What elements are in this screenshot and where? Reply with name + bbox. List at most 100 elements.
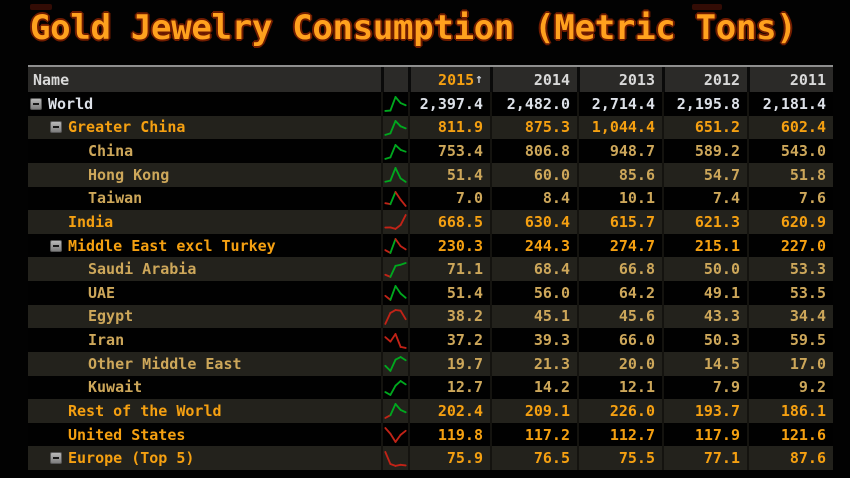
value-2014: 806.8 [490, 139, 577, 163]
row-label: World [48, 94, 94, 113]
value-2014: 244.3 [490, 233, 577, 258]
value-2013: 20.0 [577, 351, 662, 376]
value-2012: 50.3 [662, 328, 747, 352]
collapse-icon[interactable] [50, 239, 62, 252]
value-2012: 43.3 [662, 304, 747, 329]
trend-sparkline [381, 328, 408, 352]
value-2012: 117.9 [662, 422, 747, 447]
table-row[interactable]: Rest of the World 202.4 209.1 226.0 193.… [28, 399, 833, 423]
column-header-2013[interactable]: 2013 [577, 67, 662, 92]
value-2015: 71.1 [408, 257, 490, 281]
trend-sparkline [381, 92, 408, 116]
row-name-cell: Middle East excl Turkey [28, 234, 381, 258]
value-2015: 12.7 [408, 375, 490, 400]
column-header-2012[interactable]: 2012 [662, 67, 747, 92]
trend-sparkline [381, 375, 408, 400]
trend-sparkline [381, 446, 408, 470]
value-2013: 274.7 [577, 233, 662, 258]
row-name-cell: Kuwait [28, 376, 381, 400]
table-row[interactable]: Europe (Top 5) 75.9 76.5 75.5 77.1 87.6 [28, 446, 833, 470]
consumption-table: Name 2015 ↑ 2014 2013 2012 2011 World 2,397.4… [28, 65, 833, 472]
row-label: Middle East excl Turkey [68, 236, 276, 255]
row-name-cell: Iran [28, 328, 381, 352]
value-2015: 668.5 [408, 210, 490, 234]
value-2015: 19.7 [408, 351, 490, 376]
value-2012: 54.7 [662, 162, 747, 187]
value-2015: 38.2 [408, 304, 490, 329]
value-2013: 615.7 [577, 210, 662, 234]
trend-sparkline [381, 210, 408, 234]
value-2013: 2,714.4 [577, 92, 662, 116]
value-2014: 56.0 [490, 281, 577, 305]
value-2012: 651.2 [662, 115, 747, 140]
collapse-icon[interactable] [30, 97, 42, 110]
column-header-name[interactable]: Name [33, 70, 70, 89]
table-row[interactable]: Iran 37.2 39.3 66.0 50.3 59.5 [28, 328, 833, 352]
value-2011: 602.4 [747, 115, 833, 140]
table-row[interactable]: Taiwan 7.0 8.4 10.1 7.4 7.6 [28, 186, 833, 211]
value-2013: 85.6 [577, 162, 662, 187]
value-2013: 66.8 [577, 257, 662, 281]
value-2011: 7.6 [747, 186, 833, 211]
value-2012: 621.3 [662, 210, 747, 234]
expand-slot [30, 97, 48, 110]
top-left-artifact [30, 4, 52, 10]
row-label: China [88, 142, 134, 161]
value-2011: 59.5 [747, 328, 833, 352]
value-2014: 21.3 [490, 351, 577, 376]
value-2013: 1,044.4 [577, 115, 662, 140]
table-body: World 2,397.4 2,482.0 2,714.4 2,195.8 2,… [28, 92, 833, 470]
table-row[interactable]: Hong Kong 51.4 60.0 85.6 54.7 51.8 [28, 162, 833, 187]
value-2013: 10.1 [577, 186, 662, 211]
column-header-2011[interactable]: 2011 [747, 67, 833, 92]
row-label: Rest of the World [68, 401, 222, 420]
value-2013: 226.0 [577, 399, 662, 423]
value-2014: 8.4 [490, 186, 577, 211]
table-row[interactable]: Saudi Arabia 71.1 68.4 66.8 50.0 53.3 [28, 257, 833, 281]
value-2015: 7.0 [408, 186, 490, 211]
table-row[interactable]: Middle East excl Turkey 230.3 244.3 274.… [28, 233, 833, 258]
value-2014: 76.5 [490, 446, 577, 470]
value-2011: 53.3 [747, 257, 833, 281]
trend-sparkline [381, 162, 408, 187]
table-row[interactable]: Greater China 811.9 875.3 1,044.4 651.2 … [28, 115, 833, 140]
collapse-icon[interactable] [50, 452, 62, 465]
value-2012: 215.1 [662, 233, 747, 258]
value-2012: 77.1 [662, 446, 747, 470]
table-row[interactable]: United States 119.8 117.2 112.7 117.9 12… [28, 422, 833, 447]
row-label: Greater China [68, 118, 186, 137]
row-name-cell: UAE [28, 281, 381, 305]
table-row[interactable]: India 668.5 630.4 615.7 621.3 620.9 [28, 210, 833, 234]
table-row[interactable]: Kuwait 12.7 14.2 12.1 7.9 9.2 [28, 375, 833, 400]
value-2013: 45.6 [577, 304, 662, 329]
row-name-cell: Greater China [28, 116, 381, 140]
value-2015: 811.9 [408, 115, 490, 140]
row-name-cell: India [28, 210, 381, 234]
expand-slot [50, 121, 68, 134]
page-title: Gold Jewelry Consumption (Metric Tons) [30, 8, 797, 48]
value-2013: 112.7 [577, 422, 662, 447]
row-name-cell: Egypt [28, 305, 381, 329]
value-2015: 230.3 [408, 233, 490, 258]
value-2012: 589.2 [662, 139, 747, 163]
collapse-icon[interactable] [50, 121, 62, 134]
trend-sparkline [381, 304, 408, 329]
table-row[interactable]: Egypt 38.2 45.1 45.6 43.3 34.4 [28, 304, 833, 329]
table-row[interactable]: Other Middle East 19.7 21.3 20.0 14.5 17… [28, 351, 833, 376]
table-row[interactable]: World 2,397.4 2,482.0 2,714.4 2,195.8 2,… [28, 92, 833, 116]
value-2011: 121.6 [747, 422, 833, 447]
value-2011: 87.6 [747, 446, 833, 470]
trend-sparkline [381, 139, 408, 163]
column-header-2015[interactable]: 2015 ↑ [408, 67, 490, 92]
table-row[interactable]: China 753.4 806.8 948.7 589.2 543.0 [28, 139, 833, 163]
value-2013: 948.7 [577, 139, 662, 163]
row-name-cell: Saudi Arabia [28, 257, 381, 281]
value-2015: 2,397.4 [408, 92, 490, 116]
table-row[interactable]: UAE 51.4 56.0 64.2 49.1 53.5 [28, 281, 833, 305]
value-2012: 2,195.8 [662, 92, 747, 116]
row-label: Egypt [88, 307, 134, 326]
row-label: India [68, 212, 114, 231]
value-2013: 12.1 [577, 375, 662, 400]
column-header-2014[interactable]: 2014 [490, 67, 577, 92]
